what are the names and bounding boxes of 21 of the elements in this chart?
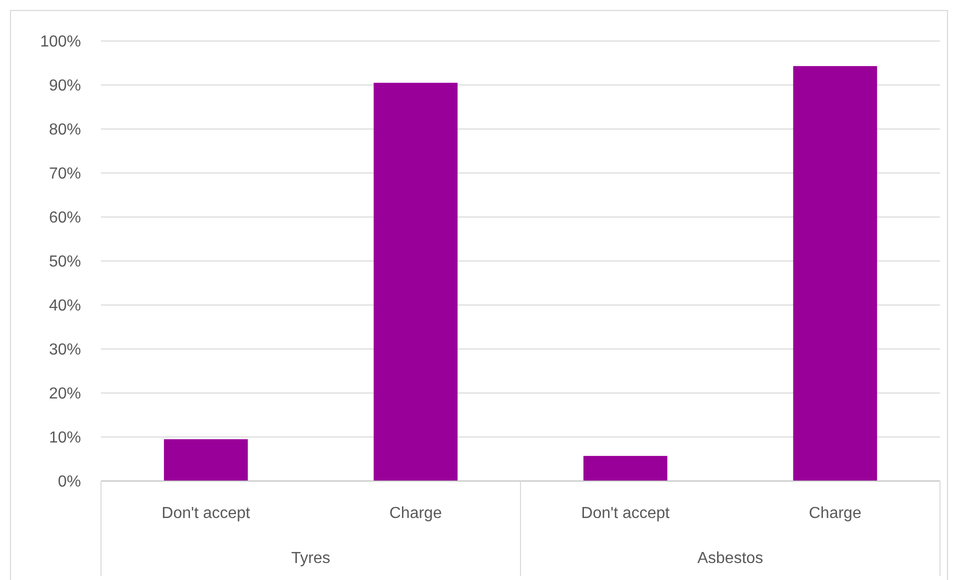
bar bbox=[164, 439, 248, 481]
y-tick-label: 70% bbox=[48, 166, 81, 183]
y-tick-label: 40% bbox=[48, 298, 81, 315]
x-tick-label: Don't accept bbox=[581, 505, 670, 522]
y-tick-label: 90% bbox=[48, 78, 81, 95]
bar bbox=[374, 82, 458, 481]
y-tick-label: 10% bbox=[48, 430, 81, 447]
y-tick-label: 0% bbox=[58, 474, 81, 491]
y-tick-label: 20% bbox=[48, 386, 81, 403]
text: Asbestos bbox=[697, 550, 764, 567]
bar bbox=[583, 456, 668, 481]
text: Tyres bbox=[291, 550, 330, 567]
y-tick-label: 80% bbox=[48, 122, 81, 139]
y-tick-label: 60% bbox=[48, 210, 81, 227]
y-tick-label: 100% bbox=[40, 34, 81, 51]
x-tick-label: Charge bbox=[389, 505, 442, 522]
bar bbox=[793, 66, 878, 481]
x-tick-label: Don't accept bbox=[162, 505, 251, 522]
x-tick-label: Charge bbox=[808, 505, 862, 522]
y-tick-label: 50% bbox=[48, 254, 81, 271]
y-tick-label: 30% bbox=[48, 342, 81, 359]
